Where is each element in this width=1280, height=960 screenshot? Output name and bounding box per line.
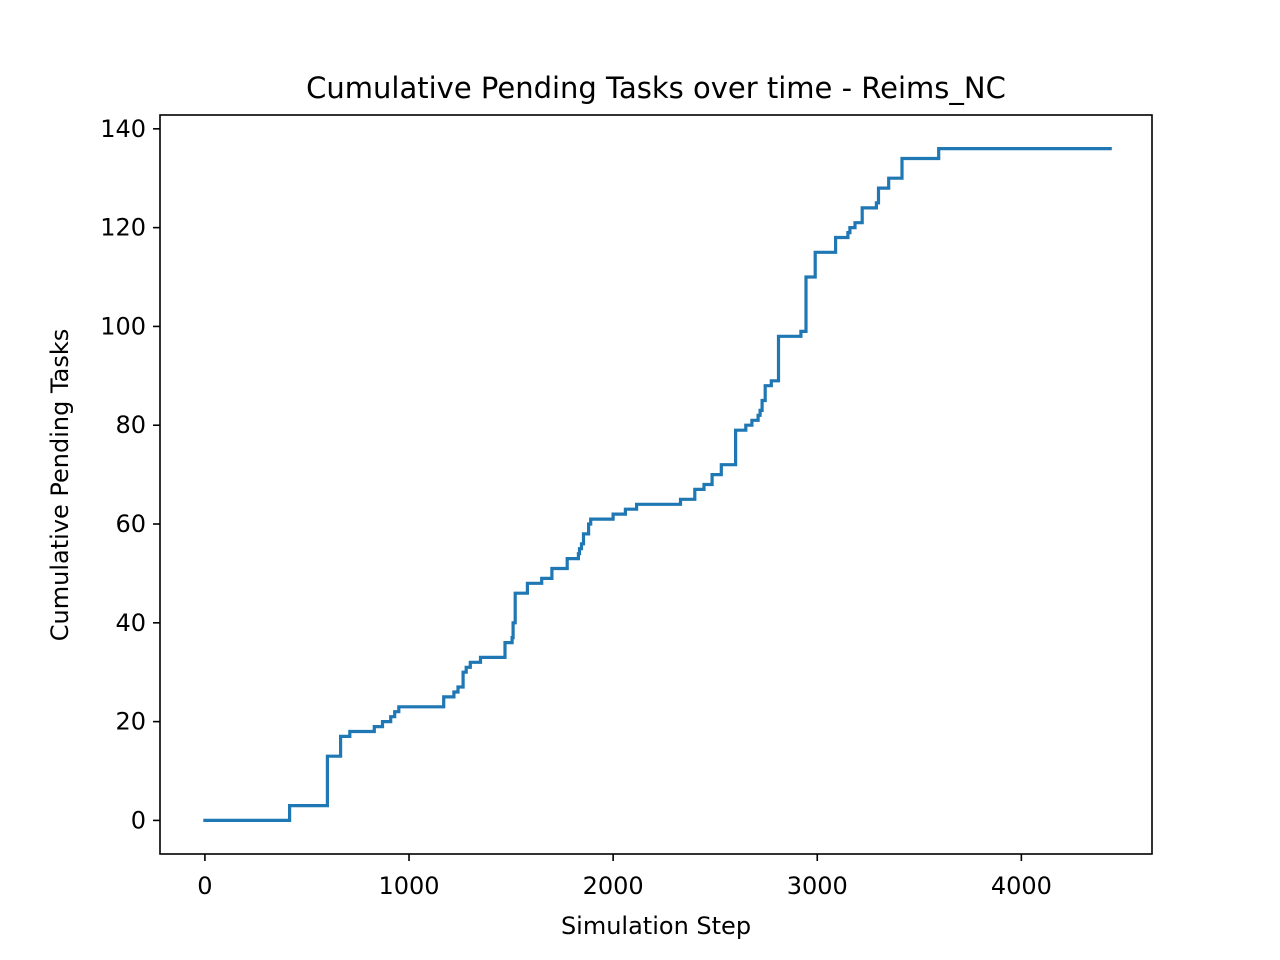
x-tick-label: 2000 bbox=[583, 872, 644, 900]
y-tick-label: 120 bbox=[100, 214, 146, 242]
x-tick-label: 3000 bbox=[787, 872, 848, 900]
y-tick-label: 20 bbox=[115, 708, 146, 736]
y-tick-label: 140 bbox=[100, 115, 146, 143]
x-axis-title: Simulation Step bbox=[561, 912, 751, 940]
y-tick-label: 80 bbox=[115, 411, 146, 439]
x-tick-label: 1000 bbox=[378, 872, 439, 900]
chart-title: Cumulative Pending Tasks over time - Rei… bbox=[306, 71, 1006, 105]
x-tick-label: 0 bbox=[197, 872, 212, 900]
y-tick-label: 0 bbox=[131, 806, 146, 834]
y-axis-title: Cumulative Pending Tasks bbox=[46, 329, 74, 641]
y-tick-label: 100 bbox=[100, 312, 146, 340]
axes-frame bbox=[159, 114, 1153, 855]
y-tick-label: 60 bbox=[115, 510, 146, 538]
x-tick-label: 4000 bbox=[991, 872, 1052, 900]
x-axis: 0 1000 2000 3000 4000 bbox=[197, 854, 1052, 900]
y-tick-label: 40 bbox=[115, 609, 146, 637]
y-axis: 0 20 40 60 80 100 120 140 bbox=[100, 115, 160, 834]
plot-area bbox=[203, 147, 1112, 822]
series-line bbox=[203, 147, 1112, 822]
